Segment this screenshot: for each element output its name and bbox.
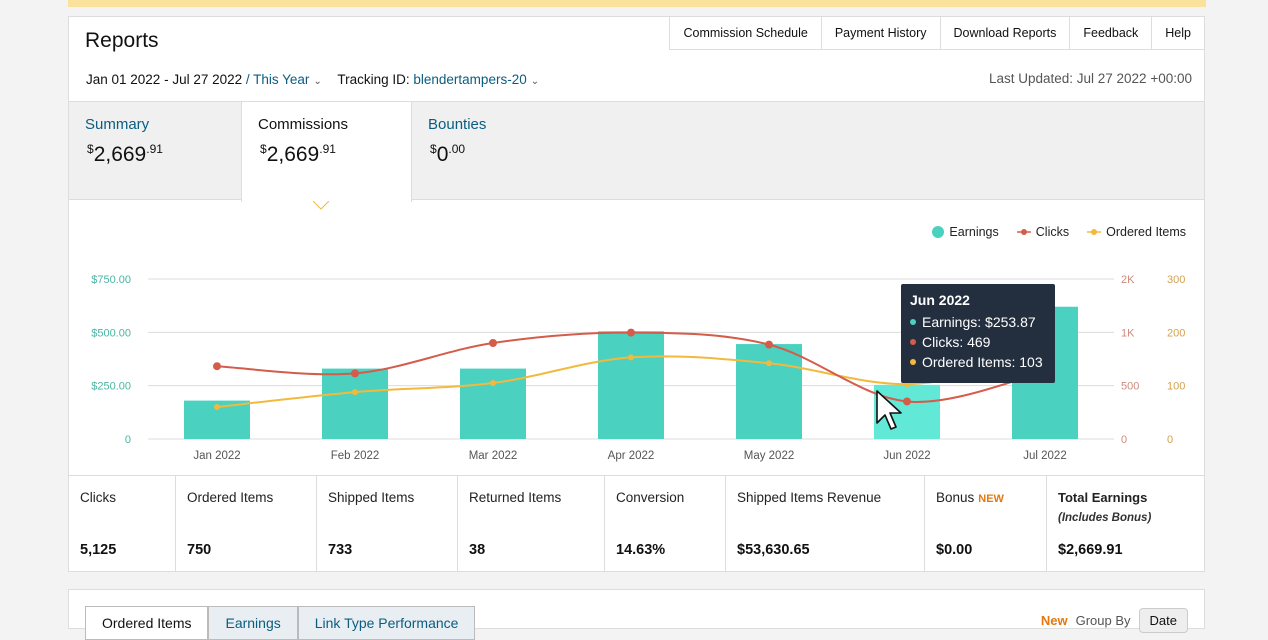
tooltip-clicks: Clicks: 469 bbox=[910, 334, 1046, 350]
tab-label: Summary bbox=[85, 116, 150, 133]
line-dot-icon bbox=[1016, 229, 1031, 235]
tab-label: Bounties bbox=[428, 116, 487, 133]
y-tick-right-clicks: 500 bbox=[1121, 381, 1139, 393]
feedback-link[interactable]: Feedback bbox=[1070, 16, 1153, 50]
legend-clicks[interactable]: Clicks bbox=[1016, 225, 1069, 239]
x-tick-label: Apr 2022 bbox=[608, 450, 655, 462]
tab-value: $2,669.91 bbox=[87, 142, 163, 166]
active-tab-pointer-icon bbox=[313, 201, 329, 210]
stat-conversion: Conversion 14.63% bbox=[605, 476, 726, 572]
point-ordered-items bbox=[490, 380, 496, 386]
chevron-down-icon[interactable]: ⌄ bbox=[530, 76, 540, 87]
x-tick-label: Jan 2022 bbox=[193, 450, 240, 462]
tab-value: $2,669.91 bbox=[260, 142, 336, 166]
help-link[interactable]: Help bbox=[1152, 16, 1205, 50]
chevron-down-icon[interactable]: ⌄ bbox=[313, 76, 322, 87]
point-ordered-items bbox=[352, 389, 358, 396]
summary-tabs: Summary $2,669.91 Commissions $2,669.91 … bbox=[69, 101, 1204, 202]
stats-row: Clicks 5,125 Ordered Items 750 Shipped Ite… bbox=[69, 475, 1204, 572]
tab-value: $0.00 bbox=[430, 142, 466, 166]
point-clicks bbox=[351, 369, 359, 378]
x-tick-label: Jun 2022 bbox=[883, 450, 930, 462]
stat-returned-items: Returned Items 38 bbox=[458, 476, 605, 572]
y-tick-right-ordered: 200 bbox=[1167, 327, 1185, 339]
stat-ordered-items: Ordered Items 750 bbox=[176, 476, 317, 572]
legend-ordered-items[interactable]: Ordered Items bbox=[1087, 225, 1186, 239]
tab-bounties[interactable]: Bounties $0.00 bbox=[412, 102, 582, 198]
y-tick-right-ordered: 0 bbox=[1167, 434, 1173, 446]
y-tick-right-ordered: 100 bbox=[1167, 381, 1185, 393]
stat-bonus: Bonus NEW $0.00 bbox=[925, 476, 1047, 572]
point-clicks bbox=[765, 340, 773, 349]
legend-earnings[interactable]: Earnings bbox=[932, 225, 999, 239]
tab-commissions[interactable]: Commissions $2,669.91 bbox=[241, 102, 412, 202]
x-tick-label: Feb 2022 bbox=[331, 450, 380, 462]
bar-earnings bbox=[736, 344, 802, 439]
detail-tabs: Ordered Items Earnings Link Type Perform… bbox=[85, 606, 476, 640]
stat-clicks: Clicks 5,125 bbox=[69, 476, 176, 572]
stat-total-earnings: Total Earnings (Includes Bonus) $2,669.91 bbox=[1058, 490, 1152, 558]
tooltip-title: Jun 2022 bbox=[910, 292, 970, 308]
group-by-select[interactable]: Date bbox=[1138, 608, 1188, 633]
tooltip-earnings: Earnings: $253.87 bbox=[910, 314, 1046, 330]
stat-shipped-items: Shipped Items 733 bbox=[317, 476, 458, 572]
mouse-cursor-icon bbox=[876, 390, 902, 430]
new-badge: NEW bbox=[978, 493, 1004, 505]
payment-history-link[interactable]: Payment History bbox=[821, 16, 941, 50]
y-tick-left: $250.00 bbox=[91, 381, 131, 393]
tracking-id-select[interactable]: blendertampers-20 bbox=[413, 72, 527, 87]
point-ordered-items bbox=[214, 404, 220, 410]
filter-line: Jan 01 2022 - Jul 27 2022 / This Year ⌄ T… bbox=[86, 72, 551, 87]
detail-card: Ordered Items Earnings Link Type Perform… bbox=[68, 589, 1205, 640]
group-by-label: Group By bbox=[1075, 613, 1131, 628]
page-title: Reports bbox=[85, 29, 159, 52]
bar-earnings bbox=[322, 368, 388, 439]
y-tick-right-ordered: 300 bbox=[1167, 274, 1185, 286]
point-ordered-items bbox=[628, 354, 634, 361]
x-tick-label: Mar 2022 bbox=[469, 450, 518, 462]
download-reports-link[interactable]: Download Reports bbox=[940, 16, 1071, 50]
y-tick-left: 0 bbox=[125, 434, 131, 446]
tooltip-ordered: Ordered Items: 103 bbox=[910, 354, 1046, 370]
commission-schedule-link[interactable]: Commission Schedule bbox=[669, 16, 822, 50]
y-tick-left: $750.00 bbox=[91, 274, 131, 286]
tab-summary[interactable]: Summary $2,669.91 bbox=[69, 102, 241, 198]
date-separator: / bbox=[242, 72, 254, 87]
top-links: Commission Schedule Payment History Down… bbox=[669, 16, 1205, 50]
y-tick-left: $500.00 bbox=[91, 327, 131, 339]
tab-label: Commissions bbox=[258, 116, 349, 133]
line-dot-icon bbox=[1087, 229, 1102, 235]
x-tick-label: May 2022 bbox=[744, 450, 795, 462]
tab-earnings[interactable]: Earnings bbox=[208, 606, 298, 640]
point-clicks bbox=[903, 397, 911, 406]
point-clicks bbox=[213, 362, 221, 371]
date-preset-select[interactable]: This Year bbox=[253, 72, 310, 87]
point-ordered-items bbox=[766, 360, 772, 367]
y-tick-right-clicks: 0 bbox=[1121, 434, 1127, 446]
group-by: New Group By Date bbox=[1041, 608, 1188, 633]
point-clicks bbox=[627, 328, 635, 337]
stat-shipped-revenue: Shipped Items Revenue $53,630.65 bbox=[726, 476, 925, 572]
bar-earnings bbox=[598, 331, 664, 439]
tracking-label: Tracking ID: bbox=[337, 72, 410, 87]
chart-legend: Earnings Clicks Ordered Items bbox=[932, 225, 1186, 239]
point-clicks bbox=[489, 339, 497, 347]
y-tick-right-clicks: 2K bbox=[1121, 274, 1135, 286]
tab-ordered-items[interactable]: Ordered Items bbox=[85, 606, 209, 640]
y-tick-right-clicks: 1K bbox=[1121, 327, 1135, 339]
notification-banner bbox=[68, 0, 1206, 7]
x-tick-label: Jul 2022 bbox=[1023, 450, 1066, 462]
tab-link-type-performance[interactable]: Link Type Performance bbox=[297, 606, 476, 640]
circle-icon bbox=[932, 226, 945, 238]
chart-tooltip: Jun 2022 Earnings: $253.87 Clicks: 469 O… bbox=[901, 284, 1055, 383]
new-label: New bbox=[1040, 613, 1068, 628]
last-updated: Last Updated: Jul 27 2022 +00:00 bbox=[988, 71, 1192, 86]
date-range: Jan 01 2022 - Jul 27 2022 bbox=[86, 72, 243, 87]
